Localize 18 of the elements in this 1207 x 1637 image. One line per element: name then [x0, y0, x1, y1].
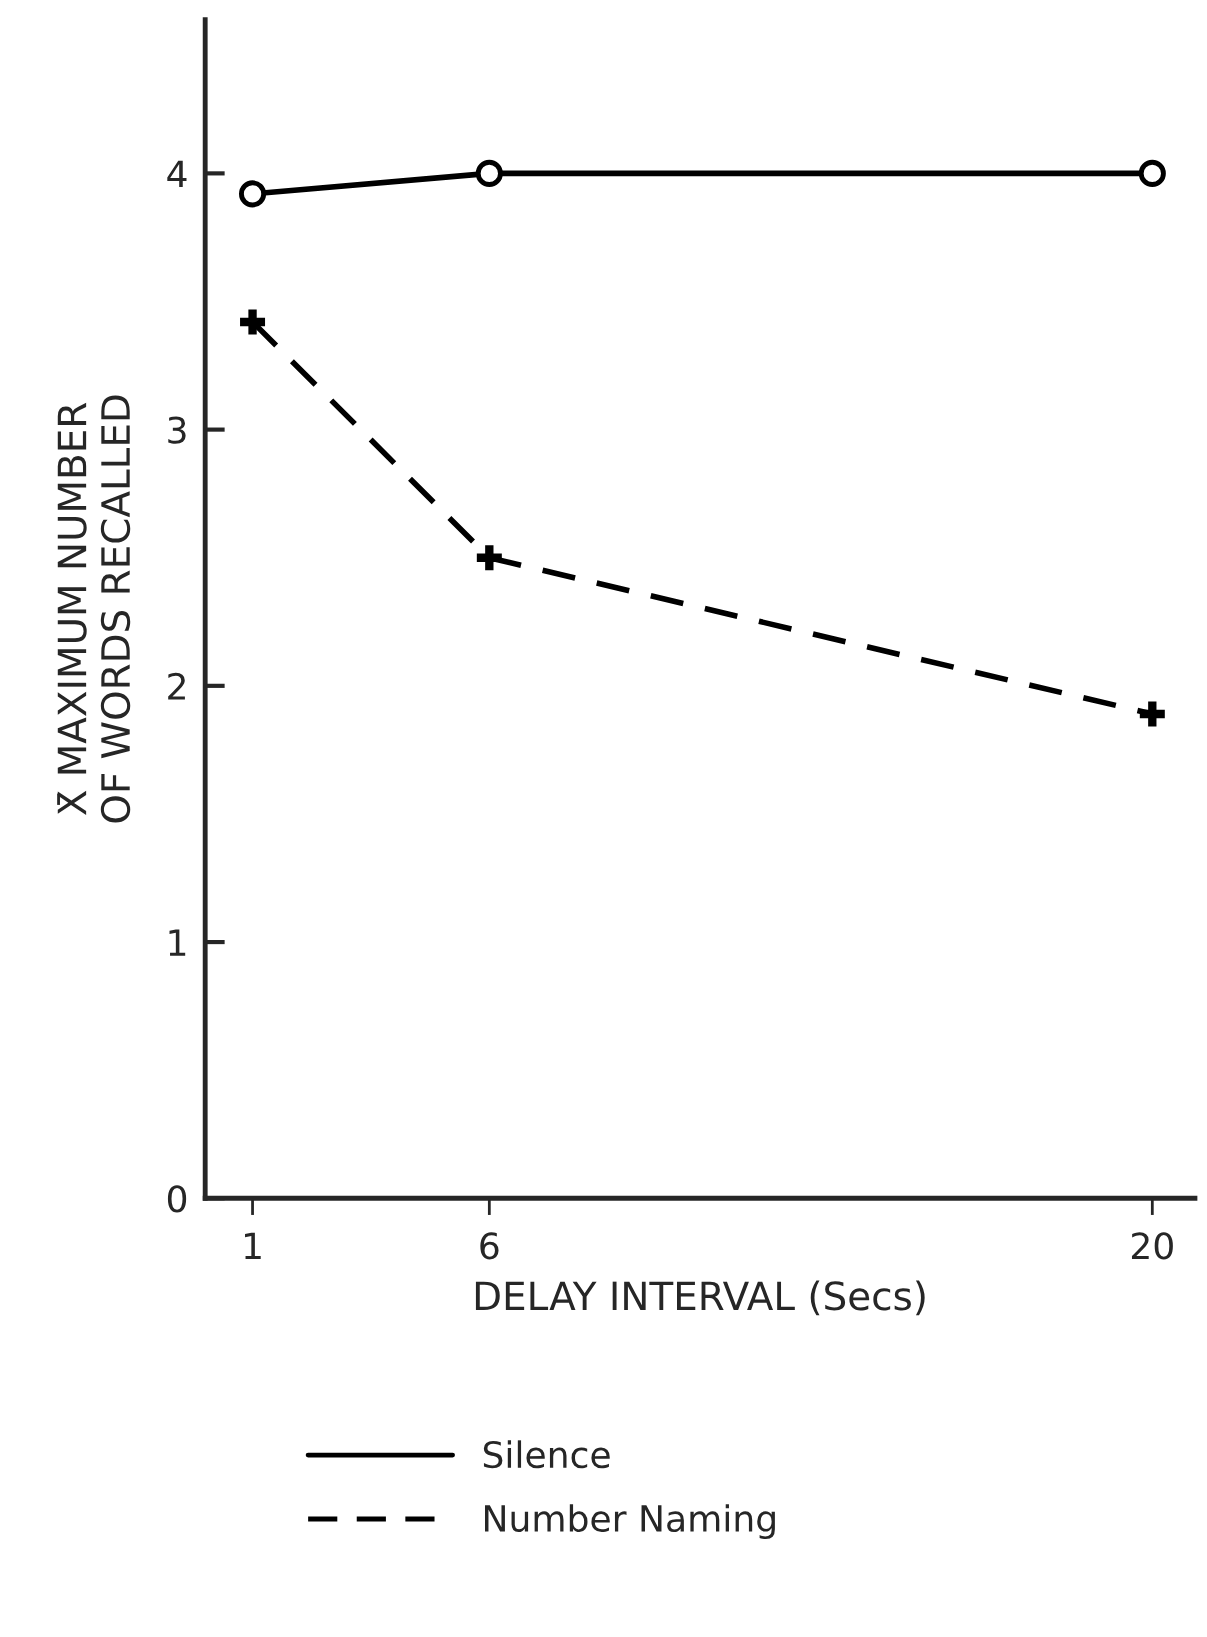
x-tick-label: 1 — [245, 1232, 261, 1260]
point — [475, 159, 503, 187]
y-tick-label: 0 — [167, 1185, 187, 1213]
x-tick-label: 6 — [480, 1232, 499, 1260]
x-tick-label: 20 — [1131, 1232, 1173, 1260]
legend-label: Number Naming — [485, 1504, 775, 1540]
y-tick-label: 4 — [167, 160, 187, 188]
point — [1138, 159, 1166, 187]
point — [240, 309, 266, 335]
point — [239, 180, 267, 208]
y-tick-label: 2 — [168, 672, 185, 700]
legend-label: Silence — [483, 1440, 610, 1469]
y-tick-label: 1 — [169, 929, 186, 956]
y-axis-title: X̄ MAXIMUM NUMBER OF WORDS RECALLED — [57, 395, 131, 823]
point — [476, 545, 502, 571]
point — [1139, 701, 1165, 727]
y-tick-label: 3 — [168, 416, 186, 444]
x-axis-title: DELAY INTERVAL (Secs) — [475, 1280, 925, 1316]
